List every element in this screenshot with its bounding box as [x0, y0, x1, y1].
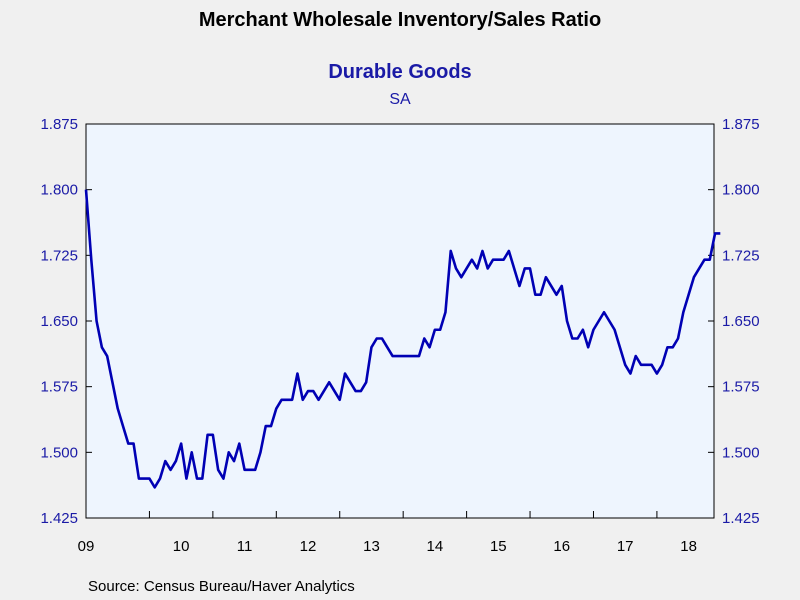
chart-title: Merchant Wholesale Inventory/Sales Ratio	[198, 9, 602, 31]
x-tick-label: 18	[680, 538, 697, 555]
y-tick-label-left: 1.875	[40, 116, 78, 133]
y-tick-label-left: 1.725	[40, 247, 78, 264]
source-note: Source: Census Bureau/Haver Analytics	[88, 578, 355, 595]
y-tick-label-right: 1.575	[722, 379, 760, 396]
y-tick-label-right: 1.875	[722, 116, 760, 133]
y-tick-label-left: 1.650	[40, 313, 78, 330]
y-tick-label-left: 1.425	[40, 510, 78, 527]
y-tick-label-right: 1.425	[722, 510, 760, 527]
seasonal-adjustment-label: SA	[389, 91, 411, 108]
y-tick-label-right: 1.500	[722, 444, 760, 461]
y-tick-label-left: 1.500	[40, 444, 78, 461]
x-tick-label: 16	[553, 538, 570, 555]
x-tick-label: 13	[363, 538, 380, 555]
plot-area	[85, 123, 715, 519]
x-tick-label: 12	[300, 538, 317, 555]
x-tick-label: 17	[617, 538, 634, 555]
y-tick-label-left: 1.575	[40, 379, 78, 396]
chart-subtitle: Durable Goods	[328, 61, 472, 83]
y-tick-label-left: 1.800	[40, 182, 78, 199]
series-line	[84, 189, 721, 489]
y-tick-label-right: 1.650	[722, 313, 760, 330]
y-tick-label-right: 1.800	[722, 182, 760, 199]
x-tick-label: 10	[173, 538, 190, 555]
x-tick-label: 11	[237, 538, 253, 555]
x-tick-label: 14	[427, 538, 444, 555]
x-tick-label: 09	[78, 538, 95, 555]
x-tick-label: 15	[490, 538, 507, 555]
y-tick-label-right: 1.725	[722, 247, 760, 264]
